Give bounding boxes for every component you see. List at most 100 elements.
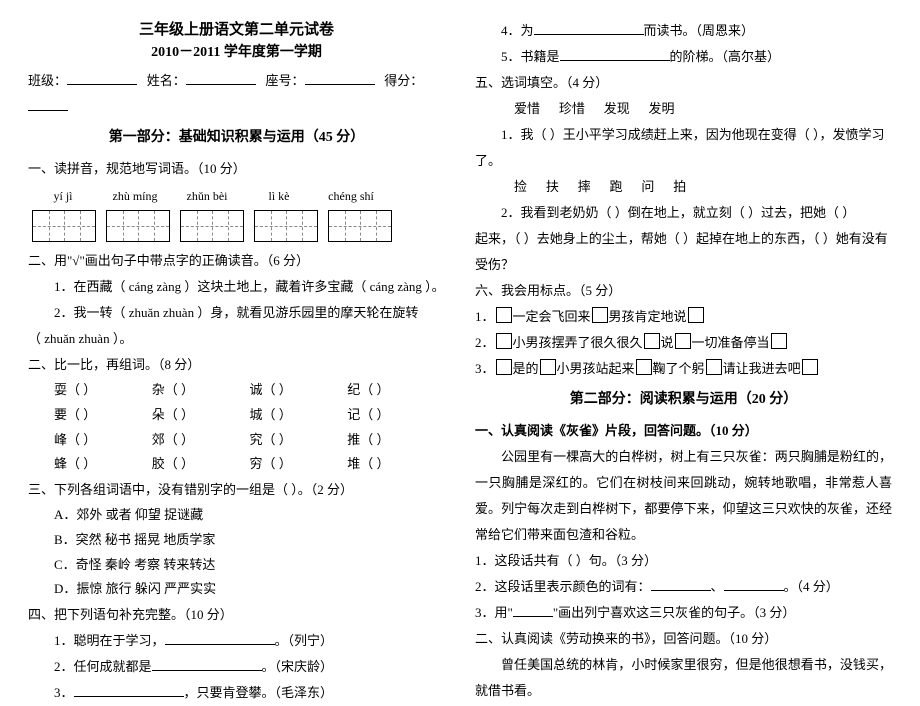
q4-d: D．振惊 旅行 躲闪 严严实实 xyxy=(54,577,445,602)
q7-title: 六、我会用标点。（5 分） xyxy=(475,278,892,304)
q5-3-text: 3． xyxy=(54,685,74,700)
q6-s1: 1．我（ ）王小平学习成绩赶上来，因为他现在变得（ ），发愤学习了。 xyxy=(475,122,892,174)
q3-cell: 穷（ ） xyxy=(250,452,348,477)
q5-2-text: 2．任何成就都是 xyxy=(54,659,152,674)
q5-4-blank[interactable] xyxy=(534,21,644,35)
punct-box[interactable] xyxy=(706,359,722,375)
q5-2-blank[interactable] xyxy=(152,657,262,671)
q3-cell: 城（ ） xyxy=(250,403,348,428)
r1-q3-b: "画出列宁喜欢这三只灰雀的句子。（3 分） xyxy=(553,605,796,620)
q3-cell: 要（ ） xyxy=(54,403,152,428)
q3-grid: 耍（ ） 杂（ ） 诚（ ） 纪（ ） 要（ ） 朵（ ） 城（ ） 记（ ） … xyxy=(54,378,445,477)
r1-passage: 公园里有一棵高大的白桦树，树上有三只灰雀：两只胸脯是粉红的，一只胸脯是深红的。它… xyxy=(475,444,892,548)
q3-cell: 郊（ ） xyxy=(152,428,250,453)
exam-title: 三年级上册语文第二单元试卷 xyxy=(28,18,445,42)
q7-1-b: 男孩肯定地说 xyxy=(609,309,687,324)
seat-blank[interactable] xyxy=(305,71,375,85)
r1-q2-tail: 。（4 分） xyxy=(784,579,839,594)
q6-title: 五、选词填空。（4 分） xyxy=(475,70,892,96)
q5-4-text: 4．为 xyxy=(501,23,534,38)
q5-5-blank[interactable] xyxy=(560,47,670,61)
r1-q1: 1．这段话共有（ ）句。（3 分） xyxy=(475,548,892,574)
name-blank[interactable] xyxy=(186,71,256,85)
q5-4: 4．为 而读书。（周恩来） xyxy=(475,18,892,44)
pinyin-5: chéng shí xyxy=(320,184,382,208)
q5-3-blank[interactable] xyxy=(74,683,184,697)
q3-title: 二、比一比，再组词。（8 分） xyxy=(28,352,445,378)
punct-box[interactable] xyxy=(636,359,652,375)
q2-s2: 2．我一转（ zhuǎn zhuàn ）身，就看见游乐园里的摩天轮在旋转 xyxy=(28,300,445,326)
q1-title: 一、读拼音，规范地写词语。（10 分） xyxy=(28,156,445,182)
q7-3-n: 3． xyxy=(475,361,495,376)
r1-title: 一、认真阅读《灰雀》片段，回答问题。（10 分） xyxy=(475,418,892,444)
q5-4-mid: 而读书。（周恩来） xyxy=(644,23,755,38)
q7-3-a: 是的 xyxy=(513,361,539,376)
r1-q3-blank[interactable] xyxy=(513,603,553,617)
q5-1-src: 。（列宁） xyxy=(275,633,334,648)
punct-box[interactable] xyxy=(644,333,660,349)
q3-cell: 蜂（ ） xyxy=(54,452,152,477)
q3-cell: 推（ ） xyxy=(347,428,445,453)
q7-2-n: 2． xyxy=(475,335,495,350)
punct-box[interactable] xyxy=(540,359,556,375)
class-blank[interactable] xyxy=(67,71,137,85)
r1-q3-a: 3．用" xyxy=(475,605,513,620)
r1-q2: 2．这段话里表示颜色的词有：、。（4 分） xyxy=(475,574,892,600)
left-column: 三年级上册语文第二单元试卷 2010－2011 学年度第一学期 班级： 姓名： … xyxy=(28,18,445,706)
q5-5-mid: 的阶梯。（高尔基） xyxy=(670,49,781,64)
char-box[interactable] xyxy=(254,210,318,242)
info-line: 班级： 姓名： 座号： 得分： xyxy=(28,68,445,120)
q5-2-src: 。（宋庆龄） xyxy=(262,659,334,674)
punct-box[interactable] xyxy=(802,359,818,375)
q3-cell: 峰（ ） xyxy=(54,428,152,453)
q7-1-n: 1． xyxy=(475,309,495,324)
punct-box[interactable] xyxy=(496,333,512,349)
char-box[interactable] xyxy=(106,210,170,242)
punct-box[interactable] xyxy=(592,307,608,323)
char-box[interactable] xyxy=(32,210,96,242)
q7-3-c: 鞠了个躬 xyxy=(653,361,705,376)
pinyin-4: lì kè xyxy=(248,184,310,208)
pinyin-row: yí jì zhù míng zhǔn bèi lì kè chéng shí xyxy=(32,184,445,208)
pinyin-1: yí jì xyxy=(32,184,94,208)
q5-title: 四、把下列语句补充完整。（10 分） xyxy=(28,602,445,628)
punct-box[interactable] xyxy=(688,307,704,323)
q5-1-blank[interactable] xyxy=(165,631,275,645)
q5-1-text: 1．聪明在于学习， xyxy=(54,633,165,648)
punct-box[interactable] xyxy=(496,359,512,375)
name-label: 姓名： xyxy=(147,73,186,88)
r1-q2-blank[interactable] xyxy=(724,577,784,591)
q3-cell: 究（ ） xyxy=(250,428,348,453)
r1-q2-blank[interactable] xyxy=(651,577,711,591)
q4-b: B．突然 秘书 摇晃 地质学家 xyxy=(54,528,445,553)
char-box[interactable] xyxy=(180,210,244,242)
q3-cell: 杂（ ） xyxy=(152,378,250,403)
q5-2: 2．任何成就都是 。（宋庆龄） xyxy=(28,654,445,680)
q7-2-b: 说 xyxy=(661,335,674,350)
q5-5-text: 5．书籍是 xyxy=(501,49,560,64)
q6-words1: 爱惜 珍惜 发现 发明 xyxy=(514,96,892,122)
part1-heading: 第一部分：基础知识积累与运用（45 分） xyxy=(28,124,445,152)
pinyin-3: zhǔn bèi xyxy=(176,184,238,208)
q3-cell: 纪（ ） xyxy=(347,378,445,403)
q6-s2a: 2．我看到老奶奶（ ）倒在地上，就立刻（ ）过去，把她（ ） xyxy=(475,200,892,226)
q3-cell: 朵（ ） xyxy=(152,403,250,428)
punct-box[interactable] xyxy=(771,333,787,349)
q3-cell: 记（ ） xyxy=(347,403,445,428)
class-label: 班级： xyxy=(28,73,67,88)
punct-box[interactable] xyxy=(675,333,691,349)
q7-1-a: 一定会飞回来 xyxy=(513,309,591,324)
punct-box[interactable] xyxy=(496,307,512,323)
q6-words2: 捡 扶 摔 跑 问 拍 xyxy=(514,174,892,200)
char-box[interactable] xyxy=(328,210,392,242)
r1-q3: 3．用" "画出列宁喜欢这三只灰雀的句子。（3 分） xyxy=(475,600,892,626)
q2-s3: （ zhuǎn zhuàn ）。 xyxy=(28,326,445,352)
q4-title: 三、下列各组词语中，没有错别字的一组是（ ）。（2 分） xyxy=(28,477,445,503)
pinyin-2: zhù míng xyxy=(104,184,166,208)
q3-cell: 耍（ ） xyxy=(54,378,152,403)
score-blank[interactable] xyxy=(28,97,68,111)
q3-cell: 诚（ ） xyxy=(250,378,348,403)
q7-2: 2．小男孩摆弄了很久很久说一切准备停当 xyxy=(475,330,892,356)
seat-label: 座号： xyxy=(266,73,305,88)
q7-2-c: 一切准备停当 xyxy=(692,335,770,350)
